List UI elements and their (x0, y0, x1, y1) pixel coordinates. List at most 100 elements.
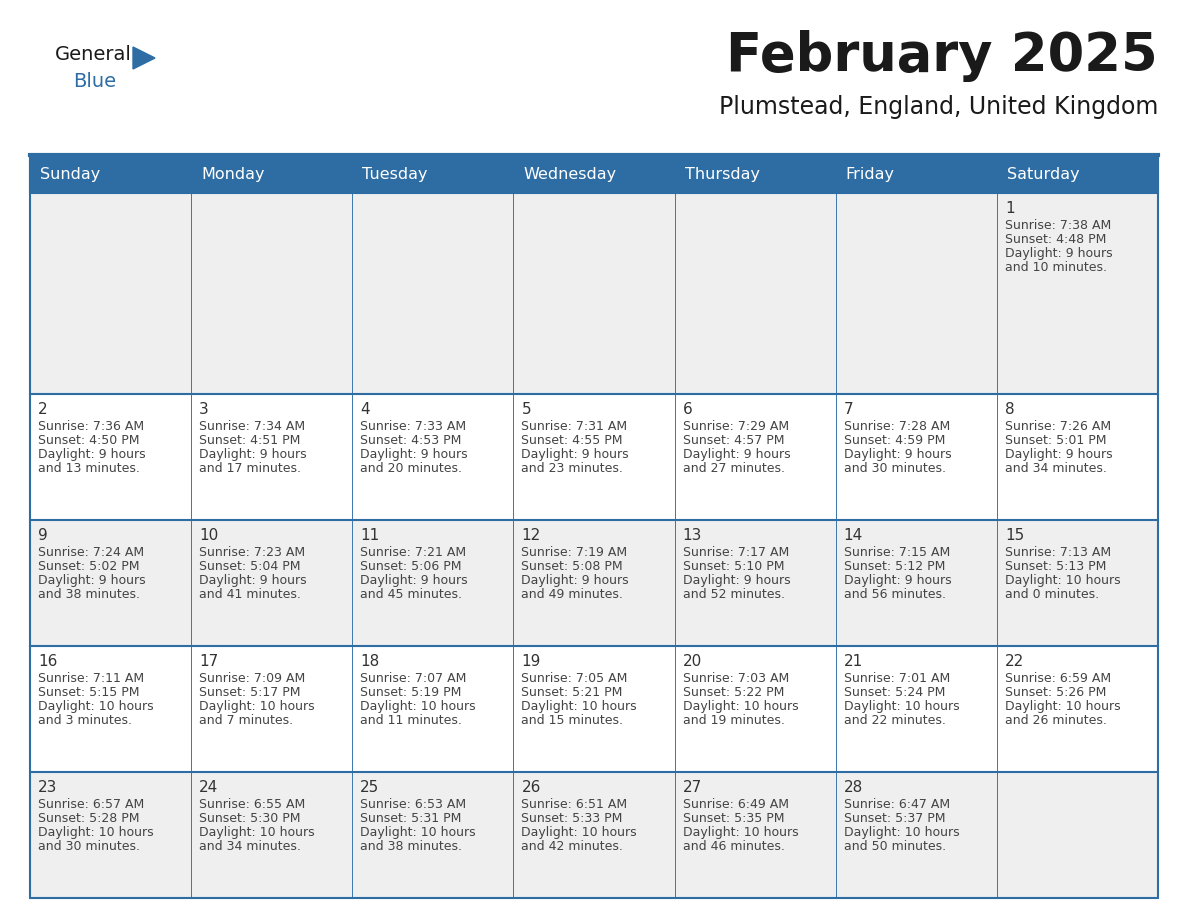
Text: Monday: Monday (201, 166, 265, 182)
Text: and 3 minutes.: and 3 minutes. (38, 714, 132, 727)
Text: Sunrise: 7:05 AM: Sunrise: 7:05 AM (522, 672, 627, 685)
Text: Daylight: 9 hours: Daylight: 9 hours (360, 448, 468, 462)
Text: Wednesday: Wednesday (524, 166, 617, 182)
Text: Sunset: 4:55 PM: Sunset: 4:55 PM (522, 434, 623, 447)
Text: Sunset: 5:37 PM: Sunset: 5:37 PM (843, 812, 946, 825)
Text: and 7 minutes.: and 7 minutes. (200, 714, 293, 727)
Text: Sunset: 5:19 PM: Sunset: 5:19 PM (360, 687, 462, 700)
Text: Sunset: 5:01 PM: Sunset: 5:01 PM (1005, 434, 1106, 447)
Text: Sunset: 5:35 PM: Sunset: 5:35 PM (683, 812, 784, 825)
Text: Sunrise: 7:01 AM: Sunrise: 7:01 AM (843, 672, 950, 685)
Text: Sunrise: 7:03 AM: Sunrise: 7:03 AM (683, 672, 789, 685)
Text: Sunset: 5:24 PM: Sunset: 5:24 PM (843, 687, 946, 700)
Bar (997, 772, 1158, 898)
Text: Sunset: 4:51 PM: Sunset: 4:51 PM (200, 434, 301, 447)
Text: and 10 minutes.: and 10 minutes. (1005, 261, 1107, 274)
Bar (191, 646, 353, 772)
Bar (675, 772, 835, 898)
Text: 20: 20 (683, 655, 702, 669)
Text: 3: 3 (200, 402, 209, 418)
Text: 25: 25 (360, 780, 379, 795)
Text: and 50 minutes.: and 50 minutes. (843, 840, 946, 853)
Text: Daylight: 10 hours: Daylight: 10 hours (360, 700, 476, 713)
Text: 28: 28 (843, 780, 862, 795)
Text: Sunrise: 7:26 AM: Sunrise: 7:26 AM (1005, 420, 1111, 433)
Bar (835, 521, 997, 646)
Bar (30, 521, 191, 646)
Text: Daylight: 9 hours: Daylight: 9 hours (38, 575, 146, 588)
Text: 16: 16 (38, 655, 57, 669)
Text: 10: 10 (200, 529, 219, 543)
Text: and 56 minutes.: and 56 minutes. (843, 588, 946, 601)
Bar (997, 155, 1158, 193)
Text: and 20 minutes.: and 20 minutes. (360, 463, 462, 476)
Text: Daylight: 10 hours: Daylight: 10 hours (1005, 700, 1120, 713)
Text: Sunset: 5:08 PM: Sunset: 5:08 PM (522, 560, 623, 574)
Text: Sunset: 5:02 PM: Sunset: 5:02 PM (38, 560, 139, 574)
Bar (191, 772, 353, 898)
Bar (30, 193, 191, 395)
Text: Daylight: 9 hours: Daylight: 9 hours (843, 448, 952, 462)
Text: 8: 8 (1005, 402, 1015, 418)
Text: Daylight: 9 hours: Daylight: 9 hours (683, 448, 790, 462)
Text: 5: 5 (522, 402, 531, 418)
Text: Daylight: 9 hours: Daylight: 9 hours (360, 575, 468, 588)
Text: and 27 minutes.: and 27 minutes. (683, 463, 784, 476)
Text: and 42 minutes.: and 42 minutes. (522, 840, 624, 853)
Bar (513, 646, 675, 772)
Text: and 15 minutes.: and 15 minutes. (522, 714, 624, 727)
Bar (30, 155, 1158, 193)
Text: Daylight: 9 hours: Daylight: 9 hours (38, 448, 146, 462)
Text: Sunset: 5:17 PM: Sunset: 5:17 PM (200, 687, 301, 700)
Text: Daylight: 10 hours: Daylight: 10 hours (38, 826, 153, 839)
Text: and 26 minutes.: and 26 minutes. (1005, 714, 1107, 727)
Text: and 45 minutes.: and 45 minutes. (360, 588, 462, 601)
Bar (353, 772, 513, 898)
Bar (835, 646, 997, 772)
Text: 18: 18 (360, 655, 379, 669)
Bar (675, 155, 835, 193)
Text: Sunrise: 6:49 AM: Sunrise: 6:49 AM (683, 798, 789, 812)
Text: Blue: Blue (72, 72, 116, 91)
Text: Daylight: 9 hours: Daylight: 9 hours (683, 575, 790, 588)
Bar (30, 155, 1158, 898)
Text: Sunset: 5:26 PM: Sunset: 5:26 PM (1005, 687, 1106, 700)
Text: Sunday: Sunday (40, 166, 100, 182)
Bar (30, 395, 191, 521)
Bar (997, 521, 1158, 646)
Text: and 38 minutes.: and 38 minutes. (360, 840, 462, 853)
Text: Tuesday: Tuesday (362, 166, 428, 182)
Text: February 2025: February 2025 (726, 30, 1158, 82)
Bar (513, 395, 675, 521)
Text: Sunrise: 6:51 AM: Sunrise: 6:51 AM (522, 798, 627, 812)
Bar (191, 193, 353, 395)
Text: 13: 13 (683, 529, 702, 543)
Text: Sunset: 4:50 PM: Sunset: 4:50 PM (38, 434, 139, 447)
Text: 19: 19 (522, 655, 541, 669)
Text: Sunrise: 7:33 AM: Sunrise: 7:33 AM (360, 420, 467, 433)
Text: and 30 minutes.: and 30 minutes. (843, 463, 946, 476)
Text: Sunset: 4:53 PM: Sunset: 4:53 PM (360, 434, 462, 447)
Text: Sunrise: 6:59 AM: Sunrise: 6:59 AM (1005, 672, 1111, 685)
Text: Daylight: 10 hours: Daylight: 10 hours (1005, 575, 1120, 588)
Text: 14: 14 (843, 529, 862, 543)
Text: Sunrise: 7:28 AM: Sunrise: 7:28 AM (843, 420, 950, 433)
Text: 22: 22 (1005, 655, 1024, 669)
Bar (353, 646, 513, 772)
Bar (353, 521, 513, 646)
Text: Sunset: 4:57 PM: Sunset: 4:57 PM (683, 434, 784, 447)
Text: Sunrise: 7:09 AM: Sunrise: 7:09 AM (200, 672, 305, 685)
Text: Daylight: 9 hours: Daylight: 9 hours (200, 448, 307, 462)
Text: Friday: Friday (846, 166, 895, 182)
Bar (675, 193, 835, 395)
Text: Sunrise: 7:21 AM: Sunrise: 7:21 AM (360, 546, 467, 559)
Bar (513, 155, 675, 193)
Text: Saturday: Saturday (1007, 166, 1080, 182)
Text: Sunrise: 6:57 AM: Sunrise: 6:57 AM (38, 798, 144, 812)
Bar (835, 155, 997, 193)
Text: 15: 15 (1005, 529, 1024, 543)
Bar (513, 193, 675, 395)
Text: Daylight: 9 hours: Daylight: 9 hours (522, 575, 630, 588)
Text: 21: 21 (843, 655, 862, 669)
Bar (675, 646, 835, 772)
